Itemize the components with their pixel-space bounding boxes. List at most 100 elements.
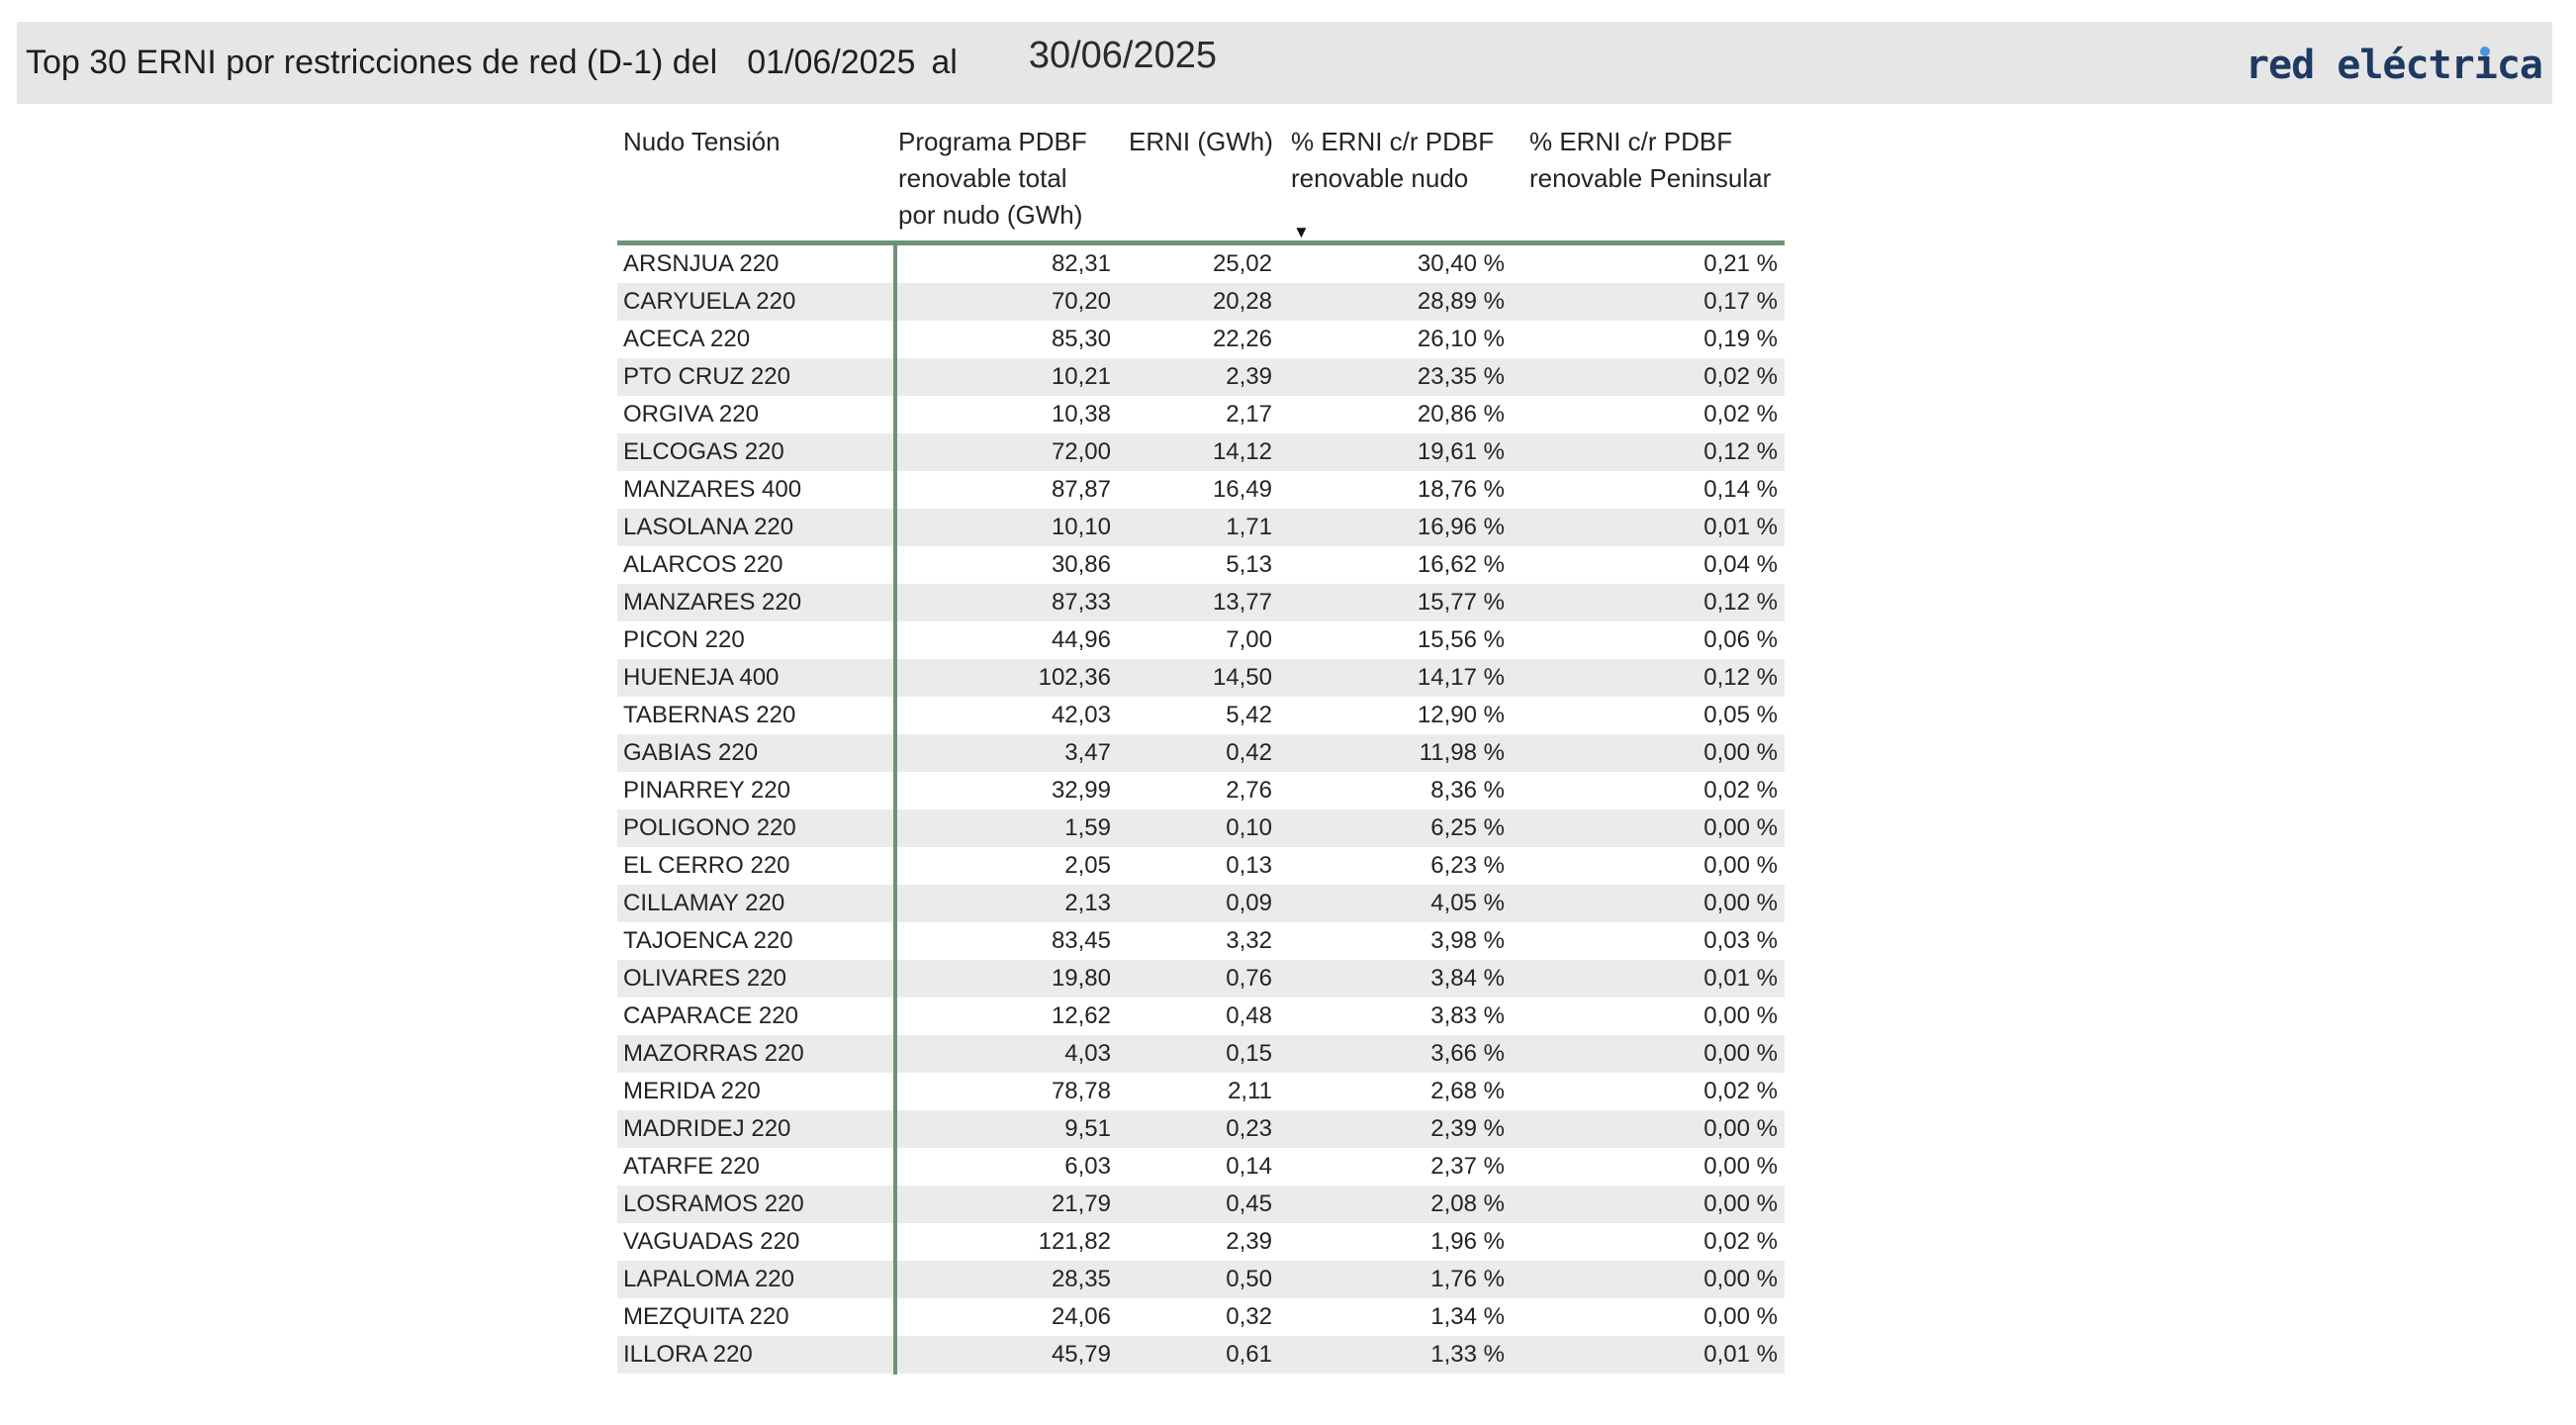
table-row[interactable]: HUENEJA 400 102,36 14,50 14,17 % 0,12 % xyxy=(617,659,1785,697)
cell-nudo-tension: TAJOENCA 220 xyxy=(623,927,793,954)
column-header-pct-erni-peninsular[interactable]: % ERNI c/r PDBF renovable Peninsular xyxy=(1529,124,1785,234)
cell-programa-pdbf: 24,06 xyxy=(1051,1303,1111,1330)
cell-erni-gwh: 14,50 xyxy=(1212,664,1272,691)
cell-erni-gwh: 0,45 xyxy=(1226,1190,1272,1217)
cell-pct-erni-nudo: 2,39 % xyxy=(1430,1115,1505,1142)
cell-pct-erni-peninsular: 0,00 % xyxy=(1703,852,1778,879)
table-row[interactable]: CARYUELA 220 70,20 20,28 28,89 % 0,17 % xyxy=(617,283,1785,321)
table-row[interactable]: ORGIVA 220 10,38 2,17 20,86 % 0,02 % xyxy=(617,396,1785,433)
cell-pct-erni-nudo: 26,10 % xyxy=(1417,326,1505,352)
column-header-erni-gwh[interactable]: ERNI (GWh) xyxy=(1129,124,1291,234)
table-row[interactable]: MANZARES 220 87,33 13,77 15,77 % 0,12 % xyxy=(617,584,1785,621)
table-row[interactable]: VAGUADAS 220 121,82 2,39 1,96 % 0,02 % xyxy=(617,1223,1785,1261)
column-header-label: % ERNI c/r PDBF renovable nudo xyxy=(1291,127,1495,193)
table-row[interactable]: PINARREY 220 32,99 2,76 8,36 % 0,02 % xyxy=(617,772,1785,809)
table-row[interactable]: TAJOENCA 220 83,45 3,32 3,98 % 0,03 % xyxy=(617,922,1785,960)
cell-programa-pdbf: 9,51 xyxy=(1064,1115,1111,1142)
table-row[interactable]: CAPARACE 220 12,62 0,48 3,83 % 0,00 % xyxy=(617,998,1785,1035)
column-header-pct-erni-nudo[interactable]: % ERNI c/r PDBF renovable nudo ▼ xyxy=(1291,124,1529,240)
cell-programa-pdbf: 21,79 xyxy=(1051,1190,1111,1217)
table-row[interactable]: ILLORA 220 45,79 0,61 1,33 % 0,01 % xyxy=(617,1336,1785,1374)
column-header-nudo-tension[interactable]: Nudo Tensión xyxy=(617,124,898,234)
table-row[interactable]: CILLAMAY 220 2,13 0,09 4,05 % 0,00 % xyxy=(617,885,1785,922)
cell-pct-erni-nudo: 15,56 % xyxy=(1417,626,1505,653)
table-row[interactable]: MAZORRAS 220 4,03 0,15 3,66 % 0,00 % xyxy=(617,1035,1785,1073)
table-row[interactable]: MANZARES 400 87,87 16,49 18,76 % 0,14 % xyxy=(617,471,1785,509)
cell-nudo-tension: ORGIVA 220 xyxy=(623,401,759,428)
table-row[interactable]: PTO CRUZ 220 10,21 2,39 23,35 % 0,02 % xyxy=(617,358,1785,396)
column-header-label: Programa PDBF renovable total por nudo (… xyxy=(898,127,1087,230)
cell-nudo-tension: POLIGONO 220 xyxy=(623,814,796,841)
sort-descending-icon[interactable]: ▼ xyxy=(1293,223,1310,241)
cell-pct-erni-nudo: 16,62 % xyxy=(1417,551,1505,578)
table-row[interactable]: GABIAS 220 3,47 0,42 11,98 % 0,00 % xyxy=(617,734,1785,772)
cell-erni-gwh: 2,17 xyxy=(1226,401,1272,428)
table-row[interactable]: ACECA 220 85,30 22,26 26,10 % 0,19 % xyxy=(617,321,1785,358)
cell-erni-gwh: 0,13 xyxy=(1226,852,1272,879)
cell-nudo-tension: LAPALOMA 220 xyxy=(623,1266,794,1292)
cell-pct-erni-nudo: 2,68 % xyxy=(1430,1078,1505,1104)
cell-erni-gwh: 25,02 xyxy=(1212,250,1272,277)
cell-pct-erni-peninsular: 0,05 % xyxy=(1703,702,1778,728)
cell-erni-gwh: 0,32 xyxy=(1226,1303,1272,1330)
table-row[interactable]: LOSRAMOS 220 21,79 0,45 2,08 % 0,00 % xyxy=(617,1186,1785,1223)
cell-nudo-tension: LASOLANA 220 xyxy=(623,514,794,540)
cell-programa-pdbf: 3,47 xyxy=(1064,739,1111,766)
cell-erni-gwh: 0,50 xyxy=(1226,1266,1272,1292)
cell-pct-erni-peninsular: 0,02 % xyxy=(1703,1228,1778,1255)
cell-programa-pdbf: 45,79 xyxy=(1051,1341,1111,1368)
cell-pct-erni-nudo: 6,23 % xyxy=(1430,852,1505,879)
cell-pct-erni-nudo: 3,84 % xyxy=(1430,965,1505,992)
cell-nudo-tension: ACECA 220 xyxy=(623,326,751,352)
cell-pct-erni-peninsular: 0,02 % xyxy=(1703,363,1778,390)
cell-erni-gwh: 1,71 xyxy=(1226,514,1272,540)
table-row[interactable]: ALARCOS 220 30,86 5,13 16,62 % 0,04 % xyxy=(617,546,1785,584)
cell-pct-erni-peninsular: 0,02 % xyxy=(1703,1078,1778,1104)
red-electrica-logo: red eléctrı ca xyxy=(2245,42,2543,88)
cell-programa-pdbf: 30,86 xyxy=(1051,551,1111,578)
cell-pct-erni-nudo: 1,96 % xyxy=(1430,1228,1505,1255)
column-header-programa-pdbf[interactable]: Programa PDBF renovable total por nudo (… xyxy=(898,124,1129,234)
cell-pct-erni-nudo: 1,76 % xyxy=(1430,1266,1505,1292)
cell-programa-pdbf: 82,31 xyxy=(1051,250,1111,277)
column-header-label: % ERNI c/r PDBF renovable Peninsular xyxy=(1529,127,1772,193)
table-row[interactable]: TABERNAS 220 42,03 5,42 12,90 % 0,05 % xyxy=(617,697,1785,734)
cell-pct-erni-peninsular: 0,12 % xyxy=(1703,664,1778,691)
cell-nudo-tension: MADRIDEJ 220 xyxy=(623,1115,791,1142)
cell-programa-pdbf: 121,82 xyxy=(1038,1228,1111,1255)
cell-pct-erni-nudo: 1,34 % xyxy=(1430,1303,1505,1330)
table-row[interactable]: POLIGONO 220 1,59 0,10 6,25 % 0,00 % xyxy=(617,809,1785,847)
cell-erni-gwh: 7,00 xyxy=(1226,626,1272,653)
cell-pct-erni-nudo: 1,33 % xyxy=(1430,1341,1505,1368)
cell-erni-gwh: 3,32 xyxy=(1226,927,1272,954)
cell-pct-erni-nudo: 28,89 % xyxy=(1417,288,1505,315)
cell-pct-erni-nudo: 12,90 % xyxy=(1417,702,1505,728)
table-row[interactable]: LAPALOMA 220 28,35 0,50 1,76 % 0,00 % xyxy=(617,1261,1785,1298)
table-row[interactable]: EL CERRO 220 2,05 0,13 6,23 % 0,00 % xyxy=(617,847,1785,885)
cell-pct-erni-nudo: 8,36 % xyxy=(1430,777,1505,804)
table-row[interactable]: ARSNJUA 220 82,31 25,02 30,40 % 0,21 % xyxy=(617,245,1785,283)
cell-programa-pdbf: 72,00 xyxy=(1051,438,1111,465)
date-from-value: 01/06/2025 xyxy=(747,44,916,81)
table-row[interactable]: ATARFE 220 6,03 0,14 2,37 % 0,00 % xyxy=(617,1148,1785,1186)
cell-pct-erni-nudo: 3,98 % xyxy=(1430,927,1505,954)
table-row[interactable]: PICON 220 44,96 7,00 15,56 % 0,06 % xyxy=(617,621,1785,659)
cell-programa-pdbf: 6,03 xyxy=(1064,1153,1111,1180)
cell-nudo-tension: ARSNJUA 220 xyxy=(623,250,780,277)
logo-text-pre: red eléctr xyxy=(2245,42,2475,88)
table-row[interactable]: OLIVARES 220 19,80 0,76 3,84 % 0,01 % xyxy=(617,960,1785,998)
cell-programa-pdbf: 2,13 xyxy=(1064,890,1111,916)
table-row[interactable]: ELCOGAS 220 72,00 14,12 19,61 % 0,12 % xyxy=(617,433,1785,471)
table-row[interactable]: MADRIDEJ 220 9,51 0,23 2,39 % 0,00 % xyxy=(617,1110,1785,1148)
cell-pct-erni-peninsular: 0,00 % xyxy=(1703,1153,1778,1180)
table-row[interactable]: MERIDA 220 78,78 2,11 2,68 % 0,02 % xyxy=(617,1073,1785,1110)
cell-programa-pdbf: 1,59 xyxy=(1064,814,1111,841)
cell-erni-gwh: 0,23 xyxy=(1226,1115,1272,1142)
table-row[interactable]: LASOLANA 220 10,10 1,71 16,96 % 0,01 % xyxy=(617,509,1785,546)
cell-erni-gwh: 0,10 xyxy=(1226,814,1272,841)
cell-erni-gwh: 0,42 xyxy=(1226,739,1272,766)
cell-pct-erni-peninsular: 0,04 % xyxy=(1703,551,1778,578)
table-row[interactable]: MEZQUITA 220 24,06 0,32 1,34 % 0,00 % xyxy=(617,1298,1785,1336)
cell-pct-erni-nudo: 11,98 % xyxy=(1419,739,1505,766)
cell-pct-erni-peninsular: 0,02 % xyxy=(1703,401,1778,428)
